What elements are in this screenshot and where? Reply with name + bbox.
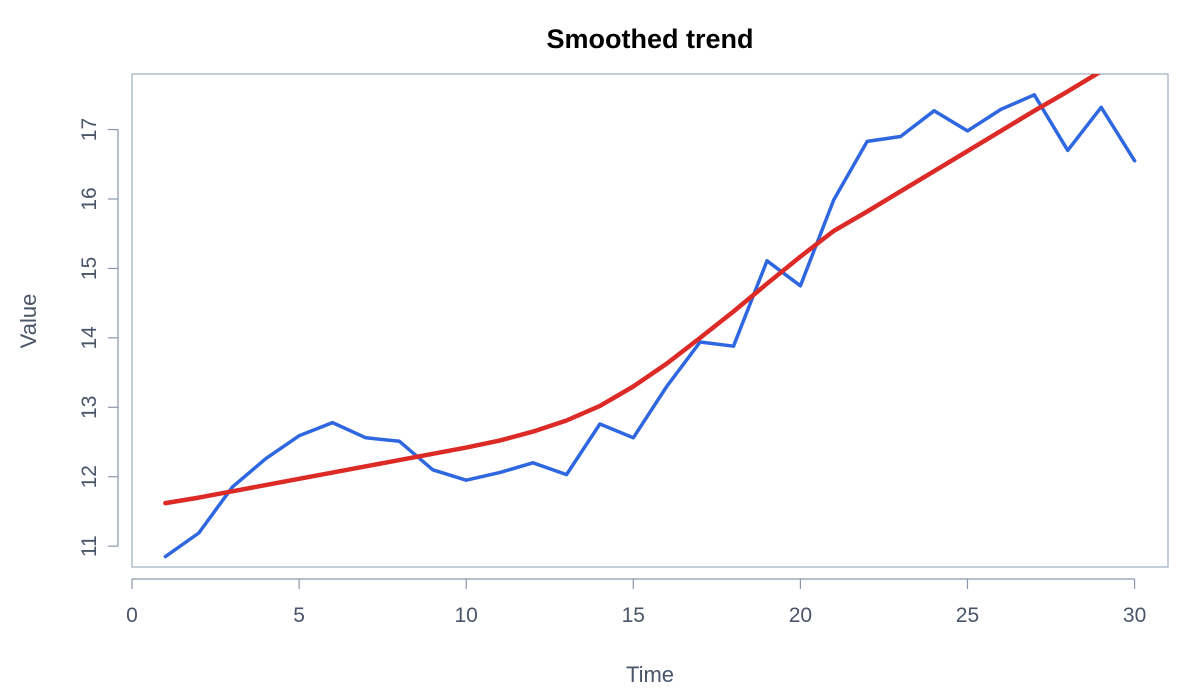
y-tick-label: 12	[78, 465, 101, 488]
x-tick-label: 20	[789, 604, 812, 627]
x-tick-label: 10	[455, 604, 478, 627]
x-tick-label: 5	[293, 604, 305, 627]
x-axis-label: Time	[626, 662, 674, 687]
x-axis: 0 5 10 15 20 25 30	[126, 578, 1146, 627]
y-tick-label: 17	[78, 118, 101, 141]
y-tick-label: 14	[78, 326, 101, 350]
y-tick-label: 11	[78, 535, 101, 557]
y-tick-label: 15	[78, 257, 101, 280]
x-tick-label: 25	[956, 604, 979, 627]
series-layer	[163, 74, 1137, 559]
y-axis: 11 12 13 14 15 16 17	[78, 118, 119, 557]
y-tick-label: 16	[78, 187, 101, 210]
raw-series-line	[163, 93, 1137, 559]
x-tick-label: 15	[622, 604, 645, 627]
smoothed-trend-line	[163, 74, 1101, 506]
x-tick-label: 0	[126, 604, 138, 627]
y-axis-label: Value	[16, 294, 41, 349]
x-tick-label: 30	[1123, 604, 1146, 627]
y-tick-label: 13	[78, 396, 101, 419]
chart-title: Smoothed trend	[547, 24, 754, 54]
plot-frame	[131, 73, 1169, 568]
